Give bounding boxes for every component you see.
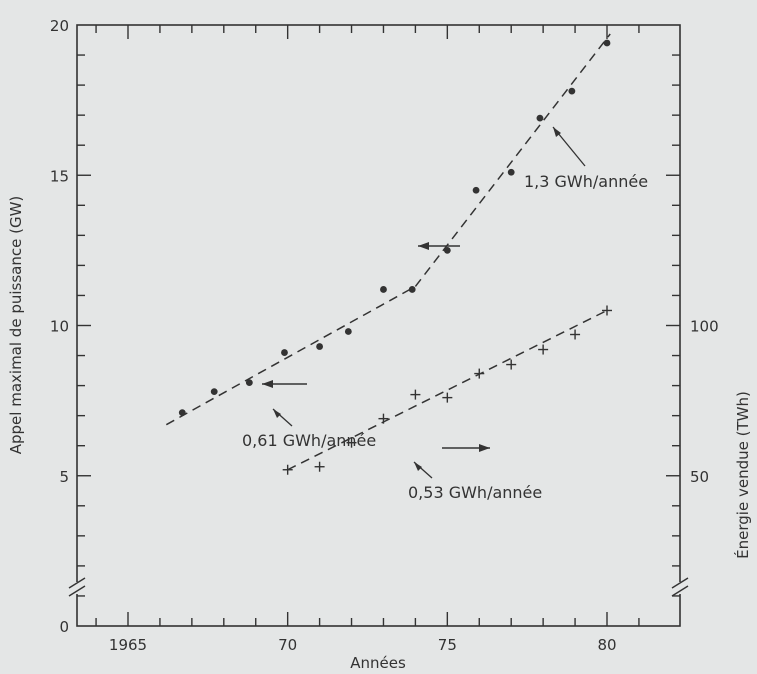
data-point [536,114,544,122]
data-point [380,286,387,293]
x-tick-label: 80 [597,636,616,654]
data-point [538,344,549,355]
axis-break-right [671,577,689,589]
y-tick-label-right: 100 [690,318,719,336]
arrow-to-left-axis-upper-head [418,242,429,250]
data-point [281,349,288,356]
plot-frame [76,24,681,627]
y-tick-label-left: 20 [50,17,69,35]
data-point [474,368,485,379]
axis-break-left [68,577,86,589]
annotation-0-53: 0,53 GWh/année [408,483,542,502]
data-point [472,186,480,194]
data-point [568,87,576,95]
data-point [210,388,218,396]
data-point [346,437,357,448]
data-point [282,464,293,475]
data-point [570,329,581,340]
trend-line-0 [165,285,416,426]
data-point [178,409,186,417]
axis-break-left [68,585,86,597]
data-point [408,286,416,293]
data-point [314,461,325,472]
y-axis-label-right: Énergie vendue (TWh) [733,391,752,559]
trend-line-1 [414,33,611,287]
data-point [378,413,389,424]
annotation-0-61: 0,61 GWh/année [242,431,376,450]
data-point [442,392,453,403]
annotation-1-3: 1,3 GWh/année [524,172,648,191]
data-point [507,168,515,176]
data-point [443,246,451,254]
data-point [506,359,517,370]
data-point [245,379,253,386]
y-axis-label-left: Appel maximal de puissance (GW) [7,196,25,455]
arrow-to-left-axis-lower-head [262,380,273,388]
x-tick-label: 70 [278,636,297,654]
y-tick-label-left: 15 [50,167,69,185]
data-point [603,39,611,47]
leader-0-61-head [273,409,281,418]
leader-1-3-head [553,127,561,137]
y-tick-label-left: 5 [59,468,69,486]
y-tick-label-right: 50 [690,468,709,486]
y-tick-label-left: 0 [59,618,69,636]
data-point [410,389,421,400]
x-tick-label: 75 [438,636,457,654]
data-point [316,343,323,350]
data-point [602,305,612,316]
y-tick-label-left: 10 [50,318,69,336]
x-axis-label: Années [350,654,406,672]
data-point [344,328,352,335]
arrow-to-right-axis-head [479,444,490,452]
chart-marks: 1965 70 75 80 0 5 10 15 20 50 100 [50,17,719,654]
leader-0-53-head [414,462,422,471]
axis-break-right [671,585,689,597]
x-tick-label: 1965 [109,636,147,654]
